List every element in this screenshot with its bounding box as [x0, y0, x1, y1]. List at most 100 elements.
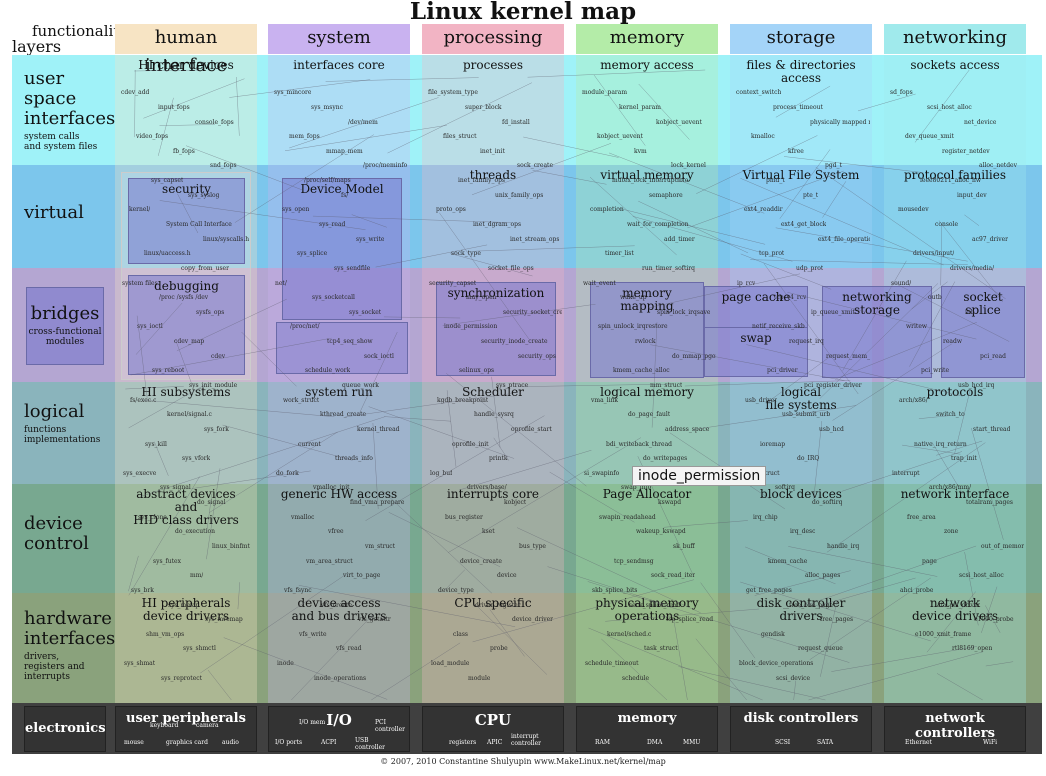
- electronics-sub: ACPI: [321, 739, 337, 746]
- connector-line: [128, 476, 200, 596]
- function-label: linux/syscalls.h: [203, 236, 250, 243]
- function-label: kmem_cache: [768, 558, 808, 565]
- connector-line: [351, 214, 387, 228]
- function-label: shm_vm_ops: [146, 631, 185, 638]
- electronics-box-3: memory RAM DMA MMU: [576, 706, 718, 752]
- function-label: device_type: [438, 587, 474, 594]
- function-label: input_dev: [957, 192, 987, 199]
- memory-mapping-box: memory mapping: [590, 282, 704, 378]
- electronics-sub: SCSI: [775, 739, 791, 746]
- function-label: pci_write: [921, 367, 950, 374]
- connector-line: [832, 343, 952, 421]
- connector-line: [754, 570, 851, 596]
- function-label: drivers/base/: [467, 484, 507, 491]
- connector-line: [768, 354, 834, 402]
- cell-r3-5: protocols: [926, 385, 984, 399]
- function-label: selinux_ops: [459, 367, 495, 374]
- function-label: trap_init: [951, 455, 977, 462]
- cell-r3-3: logical memory: [600, 385, 694, 399]
- function-label: pci_driver: [767, 367, 798, 374]
- connector-line: [134, 69, 200, 72]
- function-label: handle_irq: [827, 543, 860, 550]
- electronics-title: network controllers: [915, 711, 995, 741]
- function-label: task_struct: [644, 645, 678, 652]
- connector-line: [527, 69, 706, 78]
- function-label: kernel/signal.c: [167, 411, 212, 418]
- connector-line: [358, 331, 398, 415]
- electronics-title: CPU: [474, 711, 512, 729]
- function-label: wait_for_completion: [627, 221, 689, 228]
- function-label: system files: [122, 280, 158, 287]
- function-label: current: [298, 441, 321, 448]
- function-label: spin_lock_irqsave: [657, 309, 711, 316]
- function-label: readw: [943, 338, 962, 345]
- cell-r0-5: sockets access: [910, 58, 1000, 72]
- function-label: sys_open: [282, 206, 310, 213]
- function-label: oprofile_start: [511, 426, 552, 433]
- swap-title: swap: [740, 331, 772, 345]
- function-label: security_ops: [518, 353, 556, 360]
- electronics-box-1: I/O I/O mem PCI controller I/O ports ACPI USB c…: [268, 706, 410, 752]
- electronics-label: electronics: [25, 721, 106, 736]
- security-box: security: [128, 178, 245, 264]
- connector-line: [383, 316, 461, 319]
- row-name: device control: [24, 513, 89, 554]
- connector-line: [799, 545, 977, 608]
- connector-line: [206, 468, 221, 560]
- function-label: /proc/meminfo: [363, 162, 408, 169]
- function-label: /dev/mem: [348, 119, 378, 126]
- function-label: swapin_readahead: [599, 514, 656, 521]
- electronics-sub: keyboard: [150, 722, 179, 729]
- layers-label: layers: [12, 37, 62, 56]
- connector-line: [745, 546, 836, 585]
- memory-mapping-title: memory mapping: [620, 286, 674, 313]
- column-bg-4: [730, 55, 872, 703]
- function-label: sys_init_module: [189, 382, 238, 389]
- connector-line: [834, 321, 977, 380]
- function-label: oprofile_init: [452, 441, 489, 448]
- function-label: scsi_host_alloc: [959, 572, 1004, 579]
- connector-line: [532, 170, 607, 185]
- connector-line: [831, 646, 978, 672]
- debugging-box: debugging: [128, 275, 245, 375]
- function-label: schedule_timeout: [585, 660, 639, 667]
- function-label: vfs_read: [336, 645, 362, 652]
- connector-line: [820, 601, 838, 677]
- row-name: user space interfaces: [24, 68, 116, 129]
- function-label: vm_area_struct: [306, 558, 353, 565]
- connector-line: [605, 608, 760, 622]
- security-title: security: [162, 182, 211, 196]
- function-label: fs/exec.c: [130, 397, 157, 404]
- function-label: free_pages: [820, 616, 854, 623]
- socket-splice-title: socket splice: [963, 290, 1003, 317]
- function-label: rwlock: [635, 338, 656, 345]
- connector-line: [519, 383, 671, 387]
- function-label: irq_desc: [790, 528, 816, 535]
- connector-line: [638, 83, 690, 140]
- connector-line: [125, 385, 184, 390]
- connector-line: [684, 380, 851, 387]
- connector-line: [493, 437, 510, 461]
- function-label: si_swapinfo: [584, 470, 620, 477]
- function-label: sound/: [891, 280, 912, 287]
- electronics-sub: SATA: [817, 739, 834, 746]
- function-label: virt_to_page: [343, 572, 381, 579]
- connector-line: [130, 337, 332, 376]
- connector-line: [446, 373, 587, 487]
- row-subtitle: cross-functional modules: [28, 327, 102, 347]
- function-label: completion: [590, 206, 624, 213]
- function-label: mmap_mem: [326, 148, 363, 155]
- cell-r5-1: device access and bus drivers: [291, 596, 387, 623]
- device-model-box: Device Model: [282, 178, 402, 320]
- connector-line: [368, 406, 515, 459]
- function-label: device_driver: [512, 616, 554, 623]
- cell-r4-5: network interface: [900, 487, 1010, 501]
- function-label: alloc_netdev: [979, 162, 1017, 169]
- connector-line: [954, 390, 971, 454]
- column-bg-1: [268, 55, 410, 703]
- function-label: snd_fops: [210, 162, 237, 169]
- function-label: sys_clone: [138, 514, 167, 521]
- electronics-sub: camera: [196, 722, 219, 729]
- function-label: scsi_host_alloc: [927, 104, 972, 111]
- function-label: sock_create: [517, 162, 554, 169]
